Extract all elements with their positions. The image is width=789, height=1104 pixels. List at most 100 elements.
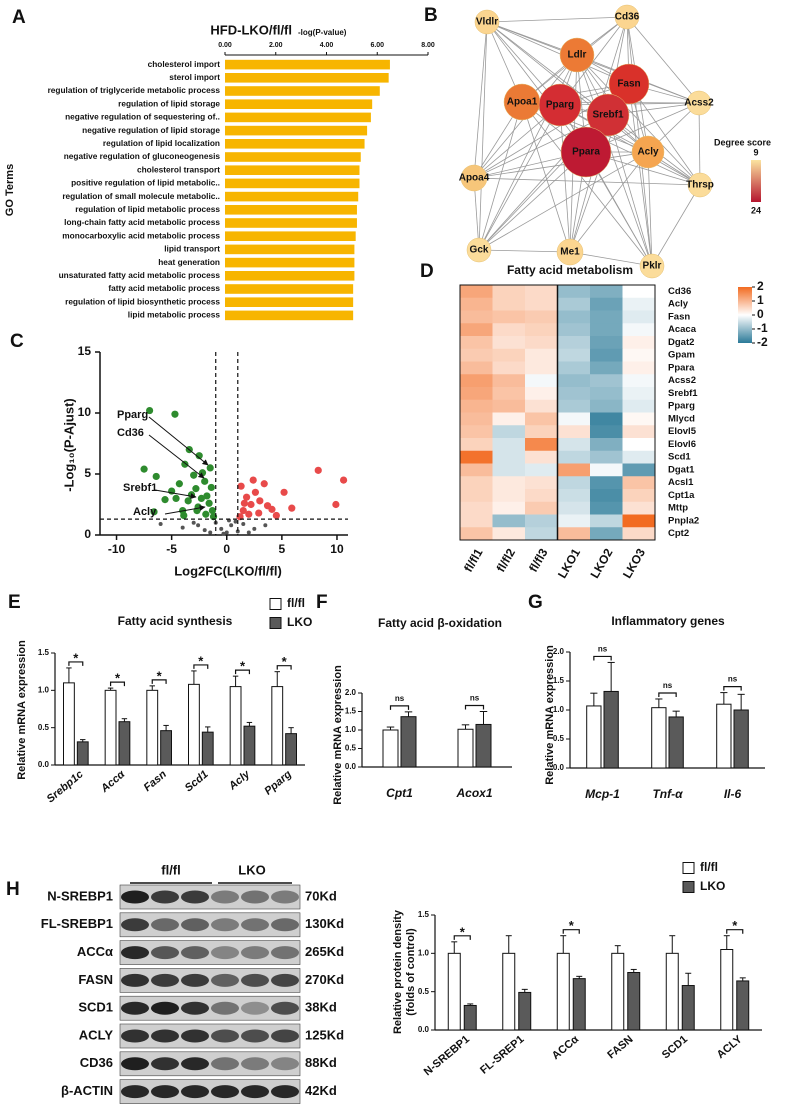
- heat-cell: [622, 514, 656, 528]
- heat-cell: [525, 310, 558, 324]
- error-bar: [614, 945, 621, 954]
- group-label: fl/fl: [161, 862, 181, 877]
- point: [245, 510, 253, 518]
- legend-label: LKO: [287, 615, 312, 629]
- bar: [225, 178, 360, 189]
- point: [272, 511, 280, 520]
- significance-label: *: [460, 924, 466, 939]
- edge: [486, 21, 630, 85]
- size-label: 125Kd: [305, 1027, 344, 1042]
- blot-band: [241, 918, 269, 932]
- x-tick-label: 0.00: [218, 42, 232, 49]
- heat-cell: [557, 476, 591, 490]
- chart-title: Fatty acid metabolism: [507, 263, 633, 277]
- point: [171, 410, 179, 418]
- significance-bracket: [723, 686, 742, 691]
- bar: [201, 731, 214, 766]
- heat-cell: [590, 412, 623, 426]
- bar: [668, 716, 684, 769]
- edge: [473, 177, 701, 186]
- blot-background: [119, 968, 301, 993]
- category-label: Mcp-1: [585, 787, 620, 801]
- chart-title: HFD-LKO/fl/fl: [210, 22, 292, 37]
- heat-cell: [460, 438, 493, 452]
- heat-cell: [557, 387, 591, 401]
- blot-band: [211, 973, 239, 987]
- significance-bracket: [109, 681, 126, 687]
- point: [263, 502, 272, 510]
- node-label: Pparg: [546, 100, 574, 111]
- significance-bracket: [234, 669, 251, 675]
- error-bar: [521, 988, 528, 993]
- row-label: Cpt1a: [668, 490, 695, 501]
- heat-cell: [590, 399, 623, 413]
- bar: [188, 683, 200, 766]
- heat-cell: [492, 285, 526, 299]
- panel-letter: G: [528, 592, 543, 613]
- edge: [478, 104, 561, 251]
- edge: [559, 104, 571, 253]
- colorbar-tick-label: -1: [757, 321, 768, 335]
- significance-bracket: [658, 692, 677, 697]
- heat-cell: [622, 501, 656, 515]
- colorbar-tick-label: 1: [757, 293, 764, 307]
- bar: [104, 689, 117, 766]
- blot-band: [271, 973, 299, 987]
- legend-title: Degree score: [714, 137, 771, 147]
- point: [190, 471, 198, 479]
- heat-cell: [525, 323, 558, 337]
- heat-cell: [622, 361, 656, 375]
- category-label: regulation of triglyceride metabolic pro…: [48, 85, 221, 95]
- bar: [225, 257, 355, 268]
- point: [197, 494, 206, 502]
- heat-cell: [622, 323, 656, 337]
- point: [219, 526, 224, 531]
- row-label: Cd36: [668, 286, 691, 297]
- significance-label: ns: [663, 681, 673, 690]
- blot-band: [181, 890, 209, 904]
- colorbar-tick-label: 0: [757, 307, 764, 321]
- blot-band: [211, 1001, 239, 1015]
- y-axis-label: -Log₁₀(P-Ajust): [61, 398, 76, 492]
- edge: [698, 102, 701, 186]
- y-tick-label: 2.0: [553, 647, 565, 656]
- point: [195, 452, 203, 460]
- category-label: SCD1: [660, 1033, 690, 1061]
- y-axis-label: Relative mRNA expression: [544, 645, 556, 785]
- heat-cell: [525, 514, 558, 528]
- heat-cell: [492, 438, 526, 452]
- error-bar: [246, 721, 253, 727]
- x-tick-label: 5: [279, 542, 286, 556]
- heat-cell: [622, 438, 656, 452]
- category-label: negative regulation of lipid storage: [82, 125, 220, 135]
- heat-cell: [492, 348, 526, 362]
- blot-band: [211, 946, 239, 960]
- heat-cell: [525, 450, 558, 464]
- point: [239, 507, 247, 515]
- point: [208, 530, 213, 535]
- error-bar: [669, 935, 676, 954]
- x-tick-label: 2.00: [269, 42, 283, 49]
- heat-cell: [557, 501, 591, 515]
- point: [202, 510, 210, 518]
- error-bar: [505, 935, 512, 954]
- row-label: Dgat1: [668, 464, 695, 475]
- bar: [225, 99, 373, 109]
- point: [158, 522, 163, 527]
- bar: [225, 231, 356, 241]
- protein-label: ACCα: [77, 944, 113, 959]
- heat-cell: [590, 501, 623, 515]
- heat-cell: [557, 463, 591, 477]
- x-tick-label: -10: [108, 542, 126, 556]
- protein-label: SCD1: [78, 1000, 113, 1015]
- category-label: Pparg: [262, 768, 294, 797]
- column-label: fl/fl3: [526, 546, 551, 575]
- edge: [647, 151, 653, 267]
- point: [246, 530, 251, 535]
- bar: [475, 723, 492, 768]
- size-label: 88Kd: [305, 1055, 337, 1070]
- point: [208, 507, 217, 515]
- legend-label: fl/fl: [287, 596, 305, 610]
- colorbar-tick-label: 2: [757, 279, 764, 293]
- error-bar: [80, 739, 86, 742]
